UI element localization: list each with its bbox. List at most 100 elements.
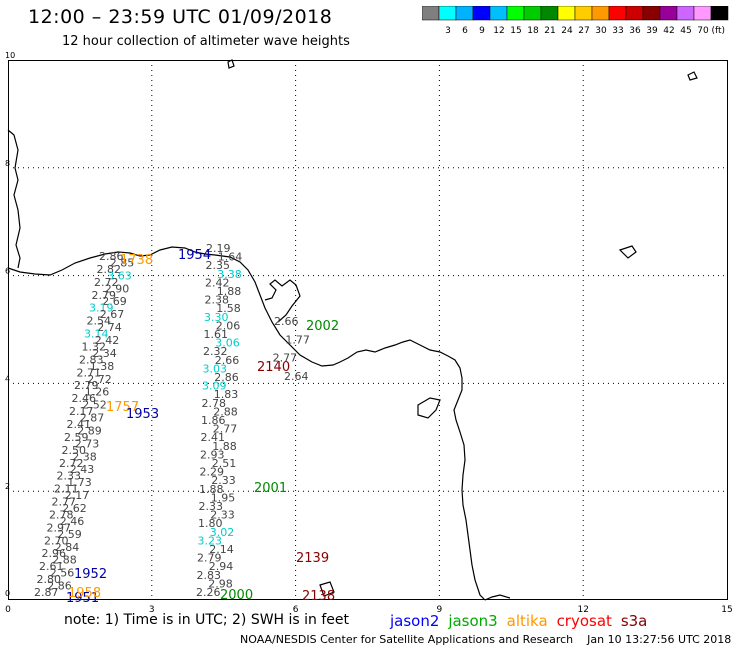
- color-unit-label: (ft): [711, 26, 725, 36]
- wave-height-value: 3.19: [89, 302, 114, 315]
- wave-height-value: 2.33: [199, 500, 224, 513]
- wave-height-value: 2.87: [34, 586, 59, 599]
- satellite-jason2: jason2: [390, 612, 440, 630]
- wave-height-value: 2.77: [52, 496, 77, 509]
- wave-height-value: 2.80: [37, 573, 62, 586]
- wave-height-value: 2.97: [47, 521, 72, 534]
- wave-height-value: 2.71: [77, 366, 102, 379]
- wave-height-value: 2.72: [94, 276, 119, 289]
- wave-height-value: 2.17: [69, 405, 94, 418]
- wave-height-value: 2.67: [100, 308, 125, 321]
- wave-height-value: 2.83: [79, 353, 104, 366]
- wave-height-value: 3.38: [217, 268, 242, 281]
- wave-height-value: 2.19: [206, 242, 231, 255]
- color-tick-label: 9: [479, 26, 485, 36]
- wave-height-value: 1.61: [204, 328, 229, 341]
- wave-height-value: 2.79: [74, 379, 99, 392]
- wave-height-value: 2.38: [205, 294, 230, 307]
- wave-height-value: 2.38: [72, 450, 97, 463]
- pass-time-label: 1958: [68, 586, 101, 601]
- pass-time-label: 2002: [306, 319, 339, 334]
- island-small-3: [227, 59, 235, 69]
- y-tick-label: 6: [5, 267, 10, 276]
- wave-height-value: 2.33: [210, 509, 235, 522]
- color-tick-label: 39: [646, 26, 658, 36]
- wave-height-value: 2.26: [196, 586, 221, 599]
- wave-height-value: 1.38: [90, 360, 115, 373]
- wave-height-value: 2.34: [92, 347, 117, 360]
- satellite-jason3: jason3: [448, 612, 498, 630]
- island-small-2: [687, 71, 698, 81]
- wave-height-value: 2.14: [209, 543, 234, 556]
- wave-height-value: 2.29: [200, 466, 225, 479]
- wave-height-value: 2.87: [80, 412, 105, 425]
- color-tick-label: 6: [462, 26, 468, 36]
- wave-height-value: 2.46: [72, 392, 97, 405]
- wave-height-value: 2.84: [55, 541, 80, 554]
- pass-time-label: 1953: [126, 407, 159, 422]
- wave-height-value: 3.09: [202, 380, 227, 393]
- wave-height-value: 2.62: [62, 502, 87, 515]
- y-tick-label: 8: [5, 159, 10, 168]
- wave-height-value: 2.51: [212, 457, 237, 470]
- pass-time-label: 1757: [106, 400, 139, 415]
- wave-height-value: 2.77: [213, 423, 238, 436]
- wave-height-value: 2.96: [42, 547, 67, 560]
- x-tick-label: 12: [577, 605, 588, 615]
- wave-height-value: 2.86: [99, 250, 124, 263]
- wave-height-value: 2.86: [47, 580, 72, 593]
- color-tick-label: 33: [612, 26, 623, 36]
- satellite-s3a: s3a: [620, 612, 648, 630]
- color-tick-label: 15: [510, 26, 521, 36]
- pass-time-label: 1738: [120, 253, 153, 268]
- color-tick-label: 3: [445, 26, 451, 36]
- color-tick-label: 24: [561, 26, 573, 36]
- island-small-1: [618, 245, 637, 259]
- wave-height-value: 3.23: [198, 534, 223, 547]
- wave-height-value: 2.06: [216, 319, 241, 332]
- wave-height-value: 2.94: [209, 560, 234, 573]
- map-title: 12:00 – 23:59 UTC 01/09/2018: [28, 6, 333, 28]
- wave-height-value: 2.54: [87, 315, 112, 328]
- wave-height-value: 2.46: [60, 515, 85, 528]
- wave-height-value: 1.95: [211, 491, 236, 504]
- wave-height-value: 3.02: [210, 526, 235, 539]
- wave-height-value: 1.32: [82, 340, 107, 353]
- wave-height-value: 3.63: [107, 269, 132, 282]
- satellite-legend: jason2 jason3 altika cryosat s3a: [390, 612, 647, 630]
- wave-height-value: 3.14: [84, 328, 109, 341]
- map-frame: [8, 60, 728, 600]
- wave-height-value: 1.26: [85, 386, 110, 399]
- satellite-altika: altika: [506, 612, 548, 630]
- color-tick-label: 12: [493, 26, 504, 36]
- wave-height-value: 2.41: [201, 431, 226, 444]
- color-tick-label: 21: [544, 26, 555, 36]
- x-tick-label: 15: [721, 605, 732, 615]
- wave-height-value: 2.33: [57, 470, 82, 483]
- x-tick-label: 3: [149, 605, 155, 615]
- coastline: [7, 59, 698, 601]
- island-small-4: [319, 581, 335, 597]
- color-tick-label: 70: [697, 26, 709, 36]
- wave-height-value: 1.86: [201, 414, 226, 427]
- wave-height-value: 2.82: [97, 263, 122, 276]
- wave-height-value: 2.73: [75, 437, 100, 450]
- wave-height-value: 2.83: [197, 569, 222, 582]
- color-tick-label: 27: [578, 26, 589, 36]
- y-tick-label: 4: [5, 374, 10, 383]
- y-tick-label: 2: [5, 482, 10, 491]
- wave-height-value: 2.85: [110, 256, 135, 269]
- wave-height-value: 2.74: [97, 321, 122, 334]
- wave-height-value: 2.33: [211, 474, 236, 487]
- footer-timestamp: Jan 10 13:27:56 UTC 2018: [587, 633, 732, 646]
- map-subtitle: 12 hour collection of altimeter wave hei…: [62, 34, 350, 49]
- wave-height-value: 2.72: [59, 457, 84, 470]
- y-tick-label: 0: [5, 589, 10, 598]
- wave-height-value: 2.72: [87, 373, 112, 386]
- wave-height-value: 1.88: [212, 440, 237, 453]
- wave-height-value: 2.11: [54, 483, 79, 496]
- satellite-cryosat: cryosat: [556, 612, 612, 630]
- wave-height-value: 2.88: [52, 554, 77, 567]
